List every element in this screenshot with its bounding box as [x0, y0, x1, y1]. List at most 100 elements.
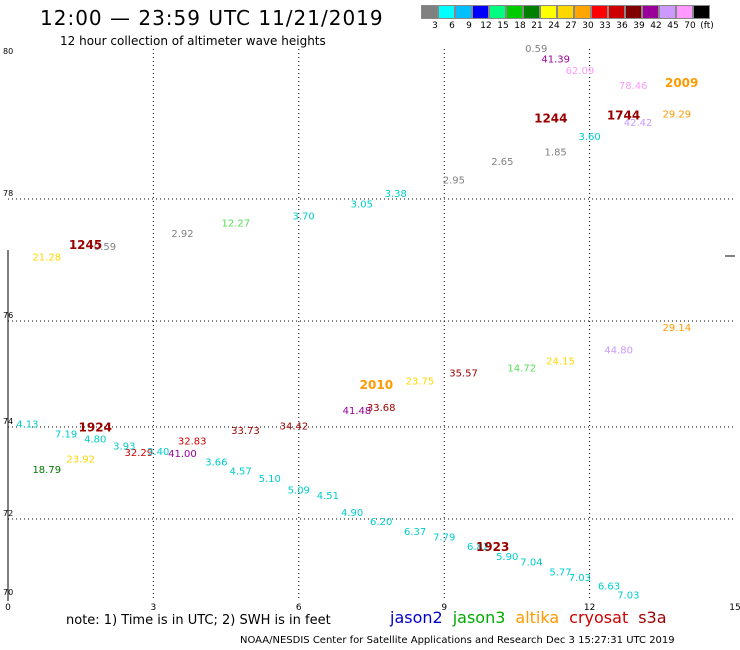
wave-height-point: 3.38 — [385, 189, 407, 200]
wave-height-point: 41.48 — [343, 406, 372, 417]
wave-height-point: 78.46 — [619, 81, 648, 92]
wave-height-point: 23.75 — [406, 377, 435, 388]
chart-note: note: 1) Time is in UTC; 2) SWH is in fe… — [66, 613, 331, 628]
wave-height-point: 32.83 — [178, 436, 207, 447]
wave-height-point: 44.80 — [604, 345, 633, 356]
pass-time-label: 1923 — [476, 540, 509, 554]
wave-height-point: 6.37 — [404, 527, 426, 538]
wave-height-point: 29.14 — [663, 323, 692, 334]
wave-height-point: 4.80 — [84, 435, 106, 446]
wave-height-point: 3.66 — [205, 458, 227, 469]
wave-height-point: 41.00 — [168, 449, 197, 460]
satellite-legend-item: s3a — [638, 608, 667, 627]
x-tick-label: 9 — [441, 603, 447, 613]
color-scale-swatch — [523, 5, 540, 19]
pass-time-label: 1924 — [79, 421, 112, 435]
color-scale-label: 30 — [582, 21, 594, 31]
color-scale-swatch — [642, 5, 659, 19]
pass-time-label: 1244 — [534, 111, 567, 125]
color-scale-label: 24 — [548, 21, 560, 31]
y-tick-label: 80 — [3, 47, 13, 56]
color-scale-swatch — [659, 5, 676, 19]
wave-height-point: 2.95 — [443, 175, 465, 186]
color-scale-label: 33 — [599, 21, 611, 31]
wave-height-point: 33.73 — [231, 426, 260, 437]
satellite-legend-item: jason2 — [390, 608, 443, 627]
wave-height-point: 3.93 — [113, 442, 135, 453]
color-scale-swatch — [540, 5, 557, 19]
wave-height-point: 5.09 — [288, 486, 310, 497]
color-scale-swatch — [489, 5, 506, 19]
color-scale-swatch — [557, 5, 574, 19]
color-scale-swatch — [438, 5, 455, 19]
wave-height-point: 5.10 — [259, 474, 281, 485]
wave-height-point: 18.79 — [32, 465, 61, 476]
wave-height-point: 21.28 — [32, 253, 61, 264]
color-scale-label: 3 — [432, 21, 438, 31]
wave-height-point: 4.51 — [317, 491, 339, 502]
wave-height-point: 7.04 — [520, 558, 542, 569]
x-tick-label: 3 — [151, 603, 157, 613]
color-scale-label: 36 — [616, 21, 628, 31]
wave-height-point: 7.03 — [617, 590, 639, 601]
color-scale-label: 39 — [633, 21, 645, 31]
wave-height-point: 4.57 — [230, 466, 252, 477]
wave-height-point: 3.60 — [578, 132, 600, 143]
wave-height-point: 6.63 — [598, 582, 620, 593]
x-tick-label: 0 — [5, 603, 11, 613]
wave-height-point: 4.90 — [341, 508, 363, 519]
wave-height-point: 0.59 — [94, 242, 116, 253]
color-scale-swatch — [591, 5, 608, 19]
color-scale-label: 9 — [466, 21, 472, 31]
pass-time-label: 2010 — [360, 378, 393, 392]
wave-height-point: 7.79 — [433, 533, 455, 544]
color-scale-swatch — [608, 5, 625, 19]
wave-height-point: 42.42 — [624, 118, 653, 129]
wave-height-point: 35.57 — [449, 369, 478, 380]
pass-time-label: 1245 — [69, 238, 102, 252]
chart-title: 12:00 — 23:59 UTC 11/21/2019 — [40, 6, 384, 30]
wave-height-point: 1.85 — [545, 148, 567, 159]
wave-height-point: 3.40 — [147, 447, 169, 458]
color-scale-label: 6 — [449, 21, 455, 31]
x-tick-label: 6 — [296, 603, 302, 613]
pass-time-label: 1744 — [607, 108, 640, 122]
wave-height-point: 7.19 — [55, 430, 77, 441]
color-scale-swatch — [693, 5, 710, 19]
wave-height-point: 3.70 — [293, 212, 315, 223]
satellite-legend: jason2 jason3 altika cryosat s3a — [390, 608, 677, 627]
wave-height-point: 4.13 — [16, 419, 38, 430]
x-tick-label: 12 — [584, 603, 595, 613]
color-scale-label: 27 — [565, 21, 577, 31]
color-scale-swatch — [625, 5, 642, 19]
color-scale-swatch — [455, 5, 472, 19]
pass-time-label: 2009 — [665, 76, 698, 90]
wave-height-point: 0.59 — [525, 44, 547, 55]
color-scale-label: 12 — [480, 21, 492, 31]
wave-height-point: 6.20 — [370, 517, 392, 528]
wave-height-point: 62.09 — [566, 66, 595, 77]
wave-height-point: 34.42 — [280, 421, 309, 432]
wave-height-point: 2.65 — [491, 157, 513, 168]
color-scale-label: 15 — [497, 21, 509, 31]
satellite-legend-item: cryosat — [569, 608, 629, 627]
color-scale-label: 42 — [650, 21, 662, 31]
satellite-legend-item: altika — [515, 608, 560, 627]
color-scale-label: 70 — [684, 21, 696, 31]
color-scale-swatch — [421, 5, 438, 19]
wave-height-point: 2.92 — [171, 229, 193, 240]
wave-height-point: 6.82 — [467, 542, 489, 553]
y-tick-label: 78 — [3, 189, 13, 198]
wave-height-point: 23.92 — [66, 454, 95, 465]
x-tick-label: 15 — [729, 603, 740, 613]
data-credit: NOAA/NESDIS Center for Satellite Applica… — [240, 635, 675, 646]
wave-height-point: 33.68 — [367, 403, 396, 414]
wave-height-point: 24.15 — [546, 356, 575, 367]
wave-height-point: 14.72 — [507, 363, 536, 374]
color-scale-label: (ft) — [700, 21, 714, 31]
color-scale-swatch — [506, 5, 523, 19]
color-scale-swatch — [676, 5, 693, 19]
color-scale-label: 45 — [667, 21, 679, 31]
wave-height-point: 5.90 — [496, 552, 518, 563]
